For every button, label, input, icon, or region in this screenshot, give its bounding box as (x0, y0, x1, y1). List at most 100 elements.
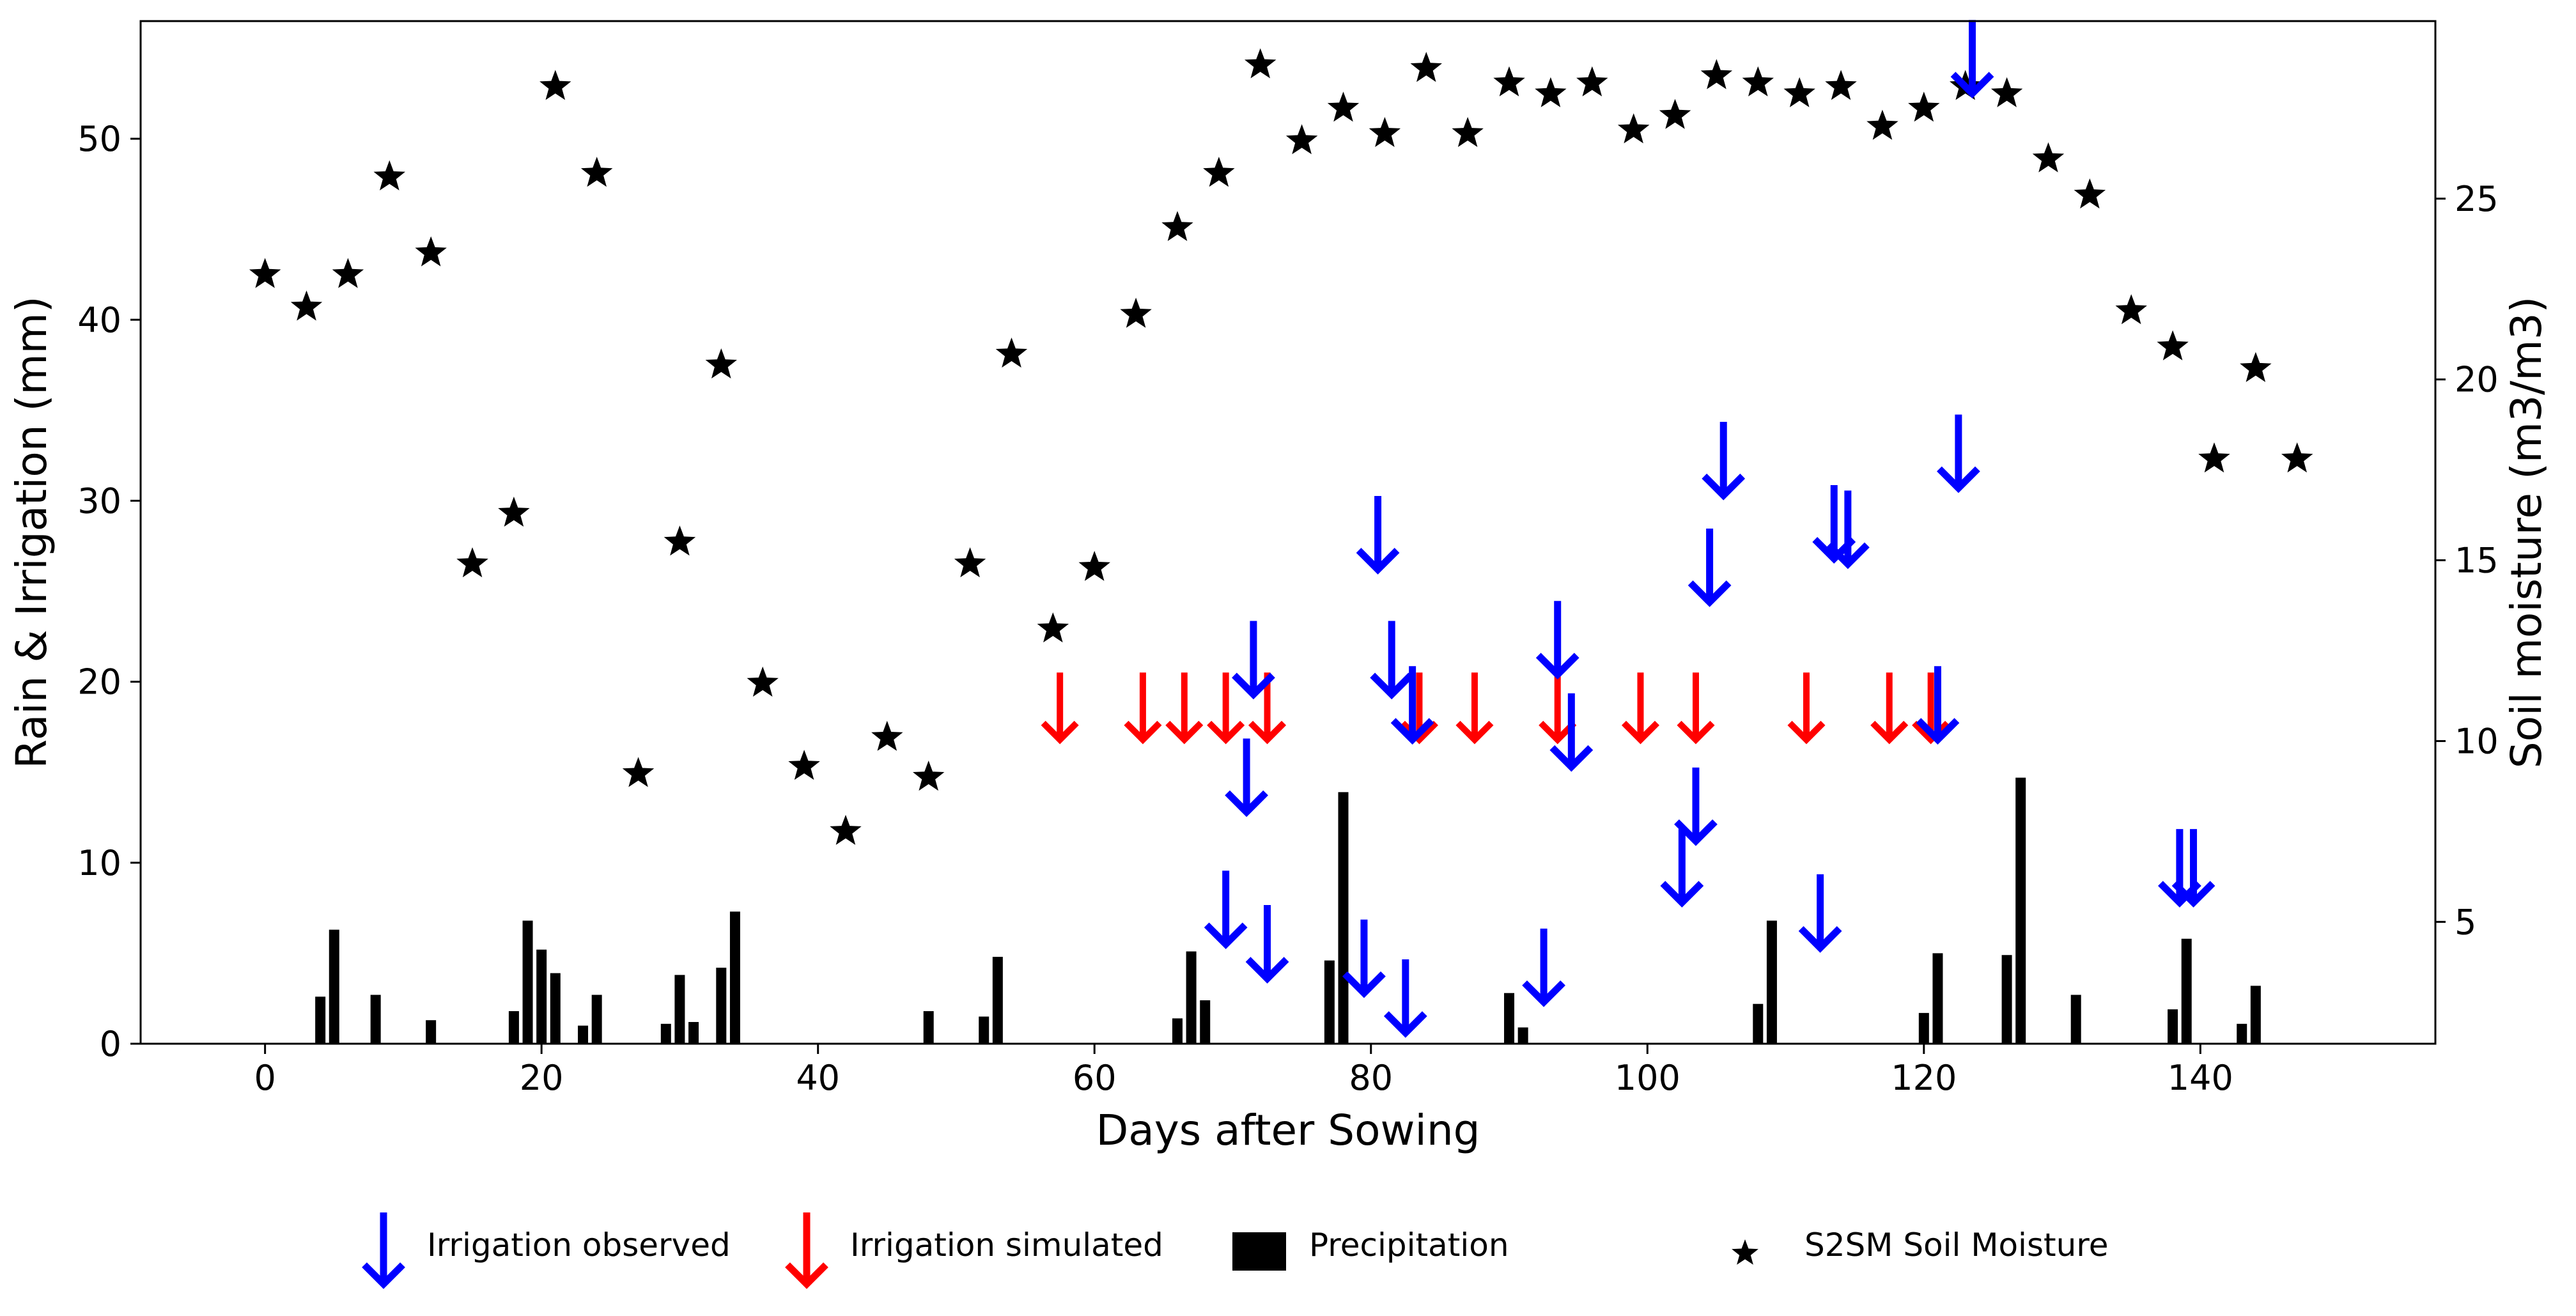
irrigation-observed-arrow (1232, 621, 1275, 700)
irrigation-observed-arrow (1916, 666, 1960, 745)
soil-moisture-star (2240, 352, 2272, 382)
precipitation-bar (688, 1022, 699, 1044)
irrigation-observed-arrow (1535, 601, 1579, 680)
y-tick-label: 30 (77, 481, 121, 521)
irrigation-simulated-arrow (1207, 672, 1245, 745)
soil-moisture-star (1285, 124, 1318, 155)
irrigation-simulated-arrow (1870, 672, 1909, 745)
irrigation-simulated-arrow (1455, 672, 1494, 745)
precipitation-bar (660, 1023, 671, 1044)
soil-moisture-star (539, 70, 571, 100)
irrigation-observed-arrow (1674, 767, 1718, 846)
precipitation-bar (329, 929, 339, 1044)
irrigation-observed-arrow (1798, 874, 1842, 953)
precipitation-bar (550, 973, 561, 1044)
precipitation-bar (2070, 995, 2081, 1044)
soil-moisture-star (871, 720, 903, 751)
y2-tick-label: 10 (2455, 721, 2499, 761)
irrigation-observed-arrow (1522, 928, 1565, 1007)
x-tick-label: 0 (254, 1058, 275, 1098)
irrigation-observed-arrow (1342, 919, 1386, 998)
precipitation-bar (522, 920, 533, 1044)
precipitation-bar (1338, 792, 1349, 1044)
precipitation-bar (1517, 1027, 1528, 1044)
legend-label: Irrigation simulated (850, 1227, 1163, 1264)
legend-item-simulated: Irrigation simulated (785, 1212, 1163, 1289)
precipitation-bar (2015, 777, 2026, 1044)
irrigation-simulated-arrow (1621, 672, 1660, 745)
soil-moisture-star (1327, 91, 1360, 122)
soil-moisture-star (1576, 66, 1608, 97)
x-tick-label: 120 (1891, 1058, 1957, 1098)
y-tick-label: 10 (77, 843, 121, 883)
soil-moisture-star (1866, 109, 1898, 140)
soil-moisture-star (2198, 442, 2230, 473)
irrigation-simulated-arrow (1400, 672, 1438, 745)
precipitation-bar (729, 911, 740, 1044)
irrigation-observed-arrow (1356, 496, 1400, 575)
precipitation-bar (591, 995, 602, 1044)
y-axis-ticks: 0 10 20 30 40 50 (77, 119, 141, 1064)
irrigation-observed-arrow (1390, 666, 1434, 745)
soil-moisture-star (1535, 77, 1567, 107)
soil-moisture-star (1037, 612, 1069, 643)
precipitation-bar (2168, 1009, 2178, 1044)
irrigation-observed-arrow (1826, 490, 1870, 569)
soil-moisture-star (1742, 66, 1774, 97)
y-axis-title: Rain & Irrigation (mm) (7, 296, 56, 768)
irrigation-simulated-arrow (1787, 672, 1826, 745)
y-tick-label: 40 (77, 300, 121, 340)
irrigation-observed-arrow (1688, 529, 1732, 607)
blue-arrow-icon (362, 1212, 405, 1289)
soil-moisture-star (332, 258, 364, 288)
soil-moisture-star (913, 761, 945, 791)
soil-moisture-star (1161, 211, 1193, 242)
irrigation-observed-arrow (2171, 829, 2215, 908)
precipitation-bar (1172, 1018, 1183, 1044)
plot-frame (139, 20, 2437, 1045)
soil-moisture-star (498, 497, 530, 527)
precipitation-bar (1200, 1000, 1211, 1044)
star-icon (1732, 1239, 1758, 1265)
soil-moisture-star (456, 547, 488, 578)
precipitation-bar (979, 1016, 989, 1044)
soil-moisture-star (2281, 442, 2313, 473)
irrigation-simulated-arrow (1165, 672, 1204, 745)
soil-moisture-star (995, 337, 1028, 368)
soil-moisture-star (1410, 52, 1442, 82)
irrigation-observed-arrow (1383, 959, 1427, 1038)
irrigation-observed-arrow (1204, 871, 1248, 950)
precipitation-bar (923, 1011, 934, 1044)
soil-moisture-star (1783, 77, 1815, 107)
soil-moisture-star (1120, 297, 1152, 328)
soil-moisture-star (249, 258, 281, 288)
soil-moisture-star (1493, 66, 1525, 97)
soil-moisture-star (2157, 330, 2189, 360)
precipitation-bar (1932, 953, 1943, 1044)
soil-moisture-star (954, 547, 986, 578)
y2-tick-label: 25 (2455, 179, 2499, 219)
soil-moisture-star (580, 157, 613, 187)
precipitation-series (315, 777, 2261, 1044)
x-tick-label: 100 (1615, 1058, 1680, 1098)
soil-moisture-star (1617, 113, 1650, 144)
y-tick-label: 50 (77, 119, 121, 159)
irrigation-observed-arrow (1660, 829, 1704, 908)
y-tick-label: 0 (100, 1024, 121, 1064)
precipitation-bar (1324, 960, 1335, 1044)
soil-moisture-star (1659, 98, 1691, 129)
precipitation-bar (2001, 955, 2012, 1044)
black-square-icon (1232, 1232, 1286, 1271)
irrigation-observed-series (1204, 20, 2215, 1038)
soil-moisture-star (2115, 294, 2147, 325)
precipitation-bar (716, 968, 727, 1044)
irrigation-observed-arrow (1370, 621, 1414, 700)
precipitation-bar (536, 949, 547, 1044)
irrigation-observed-arrow (1702, 421, 1746, 500)
x-tick-label: 80 (1349, 1058, 1393, 1098)
legend-item-observed: Irrigation observed (362, 1212, 731, 1289)
legend-item-precipitation: Precipitation (1232, 1227, 1509, 1271)
y2-tick-label: 5 (2455, 902, 2476, 942)
x-axis-ticks: 0 20 40 60 80 100 120 140 (254, 1044, 2233, 1098)
